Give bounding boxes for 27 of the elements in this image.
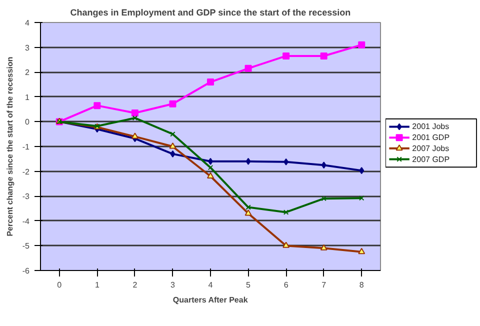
x-tick-label: 8	[359, 280, 364, 290]
x-axis-title: Quarters After Peak	[172, 296, 248, 304]
chart-title: Changes in Employment and GDP since the start of the recession	[70, 8, 351, 18]
x-tick-label: 7	[322, 280, 327, 290]
y-tick-label: -6	[22, 266, 30, 276]
x-tick-label: 1	[94, 280, 100, 290]
y-tick-label: 0	[25, 118, 30, 127]
x-tick-label: 3	[170, 280, 176, 290]
x-tick-label: 4	[208, 280, 214, 290]
x-tick-label: 5	[246, 280, 252, 290]
y-axis-title: Percent change since the start of the recession	[5, 56, 14, 236]
y-tick-label: 4	[25, 18, 30, 28]
legend-label: 2001 Jobs	[412, 122, 450, 132]
x-tick-label: 2	[132, 280, 138, 290]
legend-label: 2007 GDP	[412, 154, 450, 164]
y-tick-label: -2	[22, 167, 30, 176]
x-tick-label: 0	[57, 280, 62, 290]
legend-label: 2007 Jobs	[412, 144, 450, 153]
legend-label: 2001 GDP	[412, 133, 450, 142]
y-tick-label: -1	[22, 142, 30, 152]
y-tick-label: 3	[25, 43, 30, 52]
y-tick-label: -4	[22, 216, 30, 226]
x-tick-label: 6	[284, 280, 289, 290]
y-tick-label: -5	[22, 242, 30, 251]
y-tick-label: 1	[25, 92, 30, 102]
y-tick-label: -3	[22, 192, 30, 202]
y-tick-label: 2	[25, 68, 30, 78]
